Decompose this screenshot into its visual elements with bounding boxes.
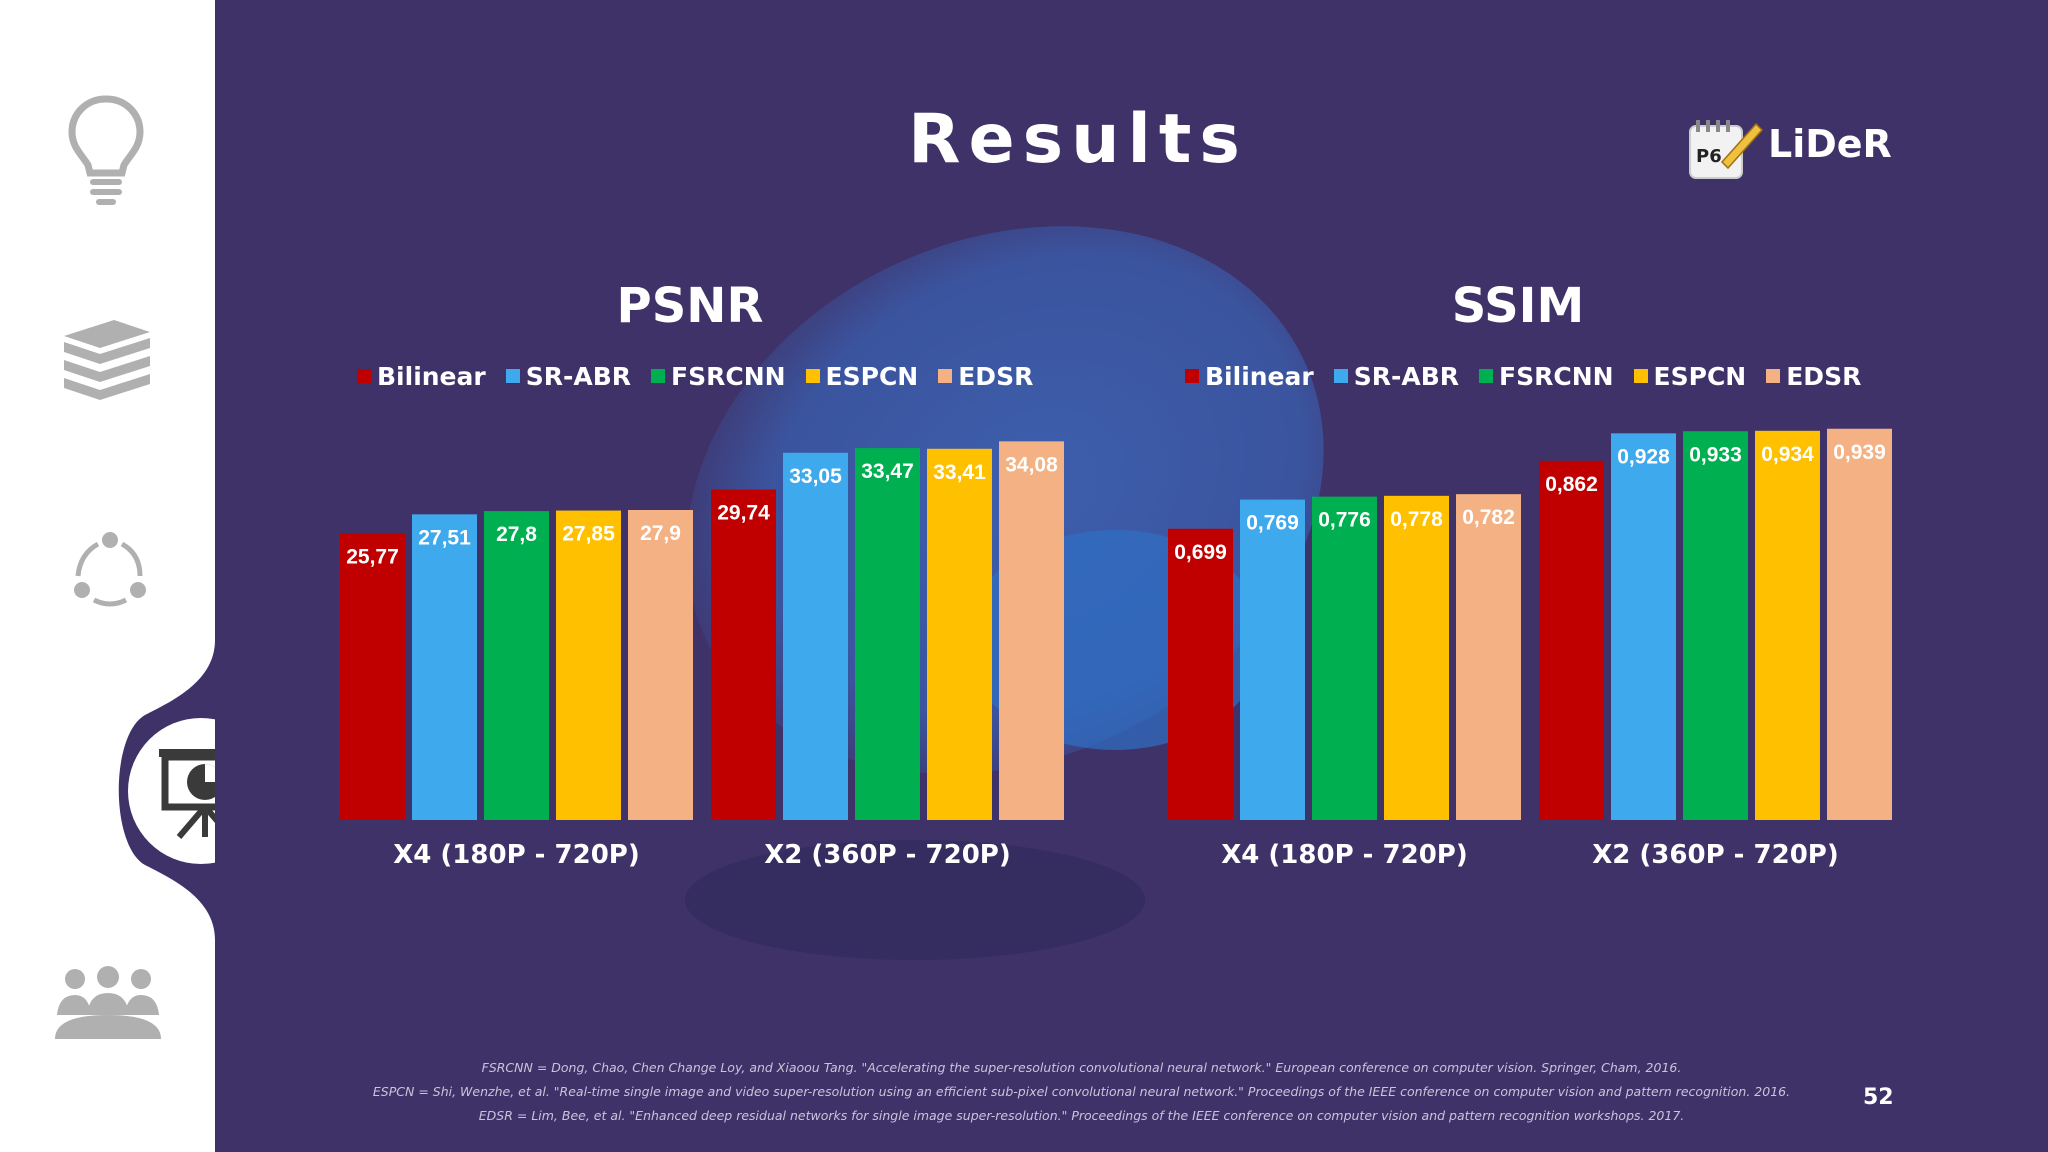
page-number: 52 — [1863, 1085, 1894, 1110]
legend-swatch-bilinear — [357, 369, 371, 383]
legend-item: EDSR — [938, 362, 1033, 391]
bar-sr-abr-x2 — [1611, 433, 1676, 820]
legend-item: EDSR — [1766, 362, 1861, 391]
legend-swatch-edsr — [1766, 369, 1781, 383]
bar-value-label: 27,85 — [562, 523, 615, 546]
legend-label: ESPCN — [1653, 361, 1747, 391]
bar-value-label: 34,08 — [1005, 453, 1058, 476]
legend-label: SR-ABR — [1353, 361, 1460, 391]
bar-espcn-x4 — [1384, 495, 1449, 820]
category-label: X4 (180P - 720P) — [1221, 840, 1468, 870]
legend-label: SR-ABR — [525, 361, 632, 391]
lightbulb-icon[interactable] — [68, 95, 144, 205]
legend-label: EDSR — [958, 361, 1034, 391]
bar-value-label: 27,51 — [418, 526, 471, 549]
legend-label: Bilinear — [1205, 361, 1314, 391]
bar-value-label: 0,934 — [1761, 443, 1814, 466]
legend-label: ESPCN — [825, 361, 919, 391]
bar-value-label: 29,74 — [717, 502, 770, 525]
bar-value-label: 25,77 — [346, 546, 399, 569]
legend-item: ESPCN — [805, 361, 919, 391]
bar-edsr-x4 — [628, 510, 693, 820]
logo-badge: P6 — [1696, 146, 1722, 167]
bar-fsrcnn-x2 — [1683, 431, 1748, 820]
bar-value-label: 0,782 — [1462, 506, 1515, 529]
bar-fsrcnn-x2 — [855, 448, 920, 820]
legend-swatch-edsr — [938, 369, 953, 383]
bar-bilinear-x4 — [1168, 528, 1233, 820]
bar-sr-abr-x4 — [412, 514, 477, 820]
legend-label: EDSR — [1786, 361, 1862, 391]
legend-swatch-espcn — [1633, 369, 1648, 383]
legend-item: FSRCNN — [1479, 362, 1614, 391]
bar-edsr-x2 — [999, 441, 1064, 820]
bar-value-label: 0,769 — [1246, 512, 1299, 535]
bar-espcn-x2 — [927, 448, 992, 820]
bar-fsrcnn-x4 — [1312, 496, 1377, 820]
legend-swatch-sr-abr — [505, 369, 520, 383]
bar-fsrcnn-x4 — [484, 511, 549, 820]
cycle-icon[interactable] — [70, 530, 150, 610]
bar-value-label: 27,9 — [640, 522, 681, 545]
legend-item: FSRCNN — [651, 362, 786, 391]
logo-text: LiDeR — [1768, 122, 1892, 166]
bar-value-label: 33,41 — [933, 461, 986, 484]
category-label: X4 (180P - 720P) — [393, 840, 640, 870]
lider-logo-icon: P6 — [1689, 120, 1764, 179]
bar-value-label: 0,776 — [1318, 509, 1371, 532]
legend-item: Bilinear — [357, 362, 486, 391]
legend-swatch-fsrcnn — [1479, 369, 1494, 383]
category-label: X2 (360P - 720P) — [1592, 840, 1839, 870]
bar-value-label: 0,928 — [1617, 445, 1670, 468]
bar-value-label: 27,8 — [496, 523, 537, 546]
legend-swatch-fsrcnn — [651, 369, 666, 383]
legend-item: SR-ABR — [505, 361, 632, 391]
legend-label: FSRCNN — [1499, 361, 1614, 391]
books-icon[interactable] — [58, 318, 154, 406]
sidebar — [0, 0, 274, 1152]
legend-item: ESPCN — [1633, 361, 1747, 391]
legend-item: Bilinear — [1185, 362, 1314, 391]
bar-edsr-x4 — [1456, 494, 1521, 820]
slide: Results P6 LiDeR PSNR Bilinear SR-ABR FS… — [215, 0, 2048, 1152]
bar-bilinear-x2 — [1539, 460, 1604, 820]
bar-sr-abr-x4 — [1240, 499, 1305, 820]
bar-value-label: 0,939 — [1833, 441, 1886, 464]
legend-label: Bilinear — [377, 361, 486, 391]
ssim-chart-title: SSIM — [1451, 278, 1585, 334]
ssim-legend: Bilinear SR-ABR FSRCNN ESPCN EDSR — [1185, 358, 1881, 394]
category-label: X2 (360P - 720P) — [764, 840, 1011, 870]
legend-swatch-sr-abr — [1333, 369, 1348, 383]
psnr-chart: 25,77 27,51 27,8 27,85 27,9 X4 (180P - 720P) 2… — [340, 441, 1064, 870]
reference-fsrcnn: FSRCNN = Dong, Chao, Chen Change Loy, an… — [481, 1060, 1682, 1075]
group-icon[interactable] — [55, 965, 161, 1041]
bar-espcn-x4 — [556, 510, 621, 820]
page-title: Results — [908, 100, 1248, 179]
bar-value-label: 33,47 — [861, 460, 914, 483]
bar-value-label: 0,778 — [1390, 508, 1443, 531]
bar-sr-abr-x2 — [783, 452, 848, 820]
legend-item: SR-ABR — [1333, 361, 1460, 391]
legend-label: FSRCNN — [671, 361, 786, 391]
psnr-legend: Bilinear SR-ABR FSRCNN ESPCN EDSR — [357, 358, 1053, 394]
legend-swatch-bilinear — [1185, 369, 1199, 383]
bar-bilinear-x4 — [340, 533, 405, 820]
reference-edsr: EDSR = Lim, Bee, et al. "Enhanced deep r… — [478, 1108, 1685, 1123]
bar-edsr-x2 — [1827, 428, 1892, 820]
bar-value-label: 0,699 — [1174, 541, 1227, 564]
legend-swatch-espcn — [805, 369, 820, 383]
bar-bilinear-x2 — [711, 489, 776, 820]
reference-espcn: ESPCN = Shi, Wenzhe, et al. "Real-time s… — [372, 1084, 1791, 1099]
psnr-chart-title: PSNR — [616, 278, 764, 334]
bar-value-label: 33,05 — [789, 465, 842, 488]
ssim-chart: 0,699 0,769 0,776 0,778 0,782 X4 (180P - 720P… — [1168, 428, 1892, 870]
bar-value-label: 0,933 — [1689, 443, 1742, 466]
bar-espcn-x2 — [1755, 430, 1820, 820]
references: FSRCNN = Dong, Chao, Chen Change Loy, an… — [215, 1056, 1948, 1128]
bar-value-label: 0,862 — [1545, 473, 1598, 496]
